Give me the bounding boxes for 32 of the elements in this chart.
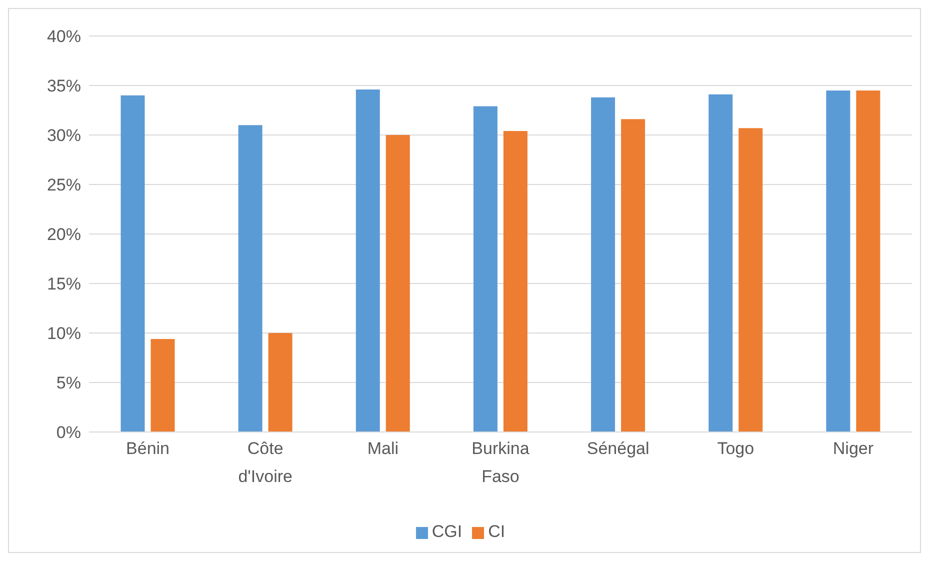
bar [621,119,646,432]
y-tick-label: 30% [46,126,81,146]
x-tick-label: Sénégal [586,439,650,458]
legend-label: CGI [432,522,462,541]
y-tick-label: 15% [46,274,81,294]
y-tick-label: 0% [56,423,81,442]
y-tick-label: 40% [46,27,81,46]
x-tick-label: Burkina Faso [472,439,530,486]
y-tick-label: 25% [46,176,81,195]
x-tick-label: Niger [832,439,874,458]
bar [473,106,498,432]
x-tick-label: Mali [367,439,399,458]
bar [826,90,850,432]
y-tick-label: 10% [46,324,81,344]
x-tick-label: Bénin [126,439,170,458]
x-tick-label: Côte d'Ivoire [238,439,292,486]
bar [738,128,763,432]
bar [386,135,410,432]
bar [120,95,145,432]
y-tick-label: 35% [46,76,81,96]
bar [856,90,880,432]
x-tick-label: Togo [717,439,754,458]
bar [238,125,262,432]
bar [503,131,528,432]
y-tick-label: 5% [56,374,81,393]
bar [708,94,733,432]
bar [268,333,292,432]
bar [591,97,616,432]
bar [150,338,175,432]
y-tick-label: 20% [46,225,81,244]
bar [356,89,380,432]
legend-label: CI [488,522,506,541]
